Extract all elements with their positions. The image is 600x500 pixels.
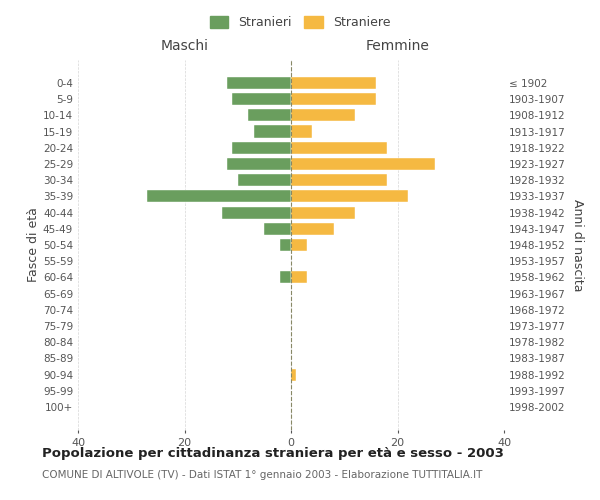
Bar <box>291 272 307 283</box>
Bar <box>232 142 291 154</box>
Bar <box>291 126 313 138</box>
Bar <box>222 206 291 218</box>
Bar <box>291 368 296 381</box>
Bar <box>291 190 408 202</box>
Bar <box>291 239 307 251</box>
Bar <box>227 77 291 89</box>
Bar <box>291 93 376 105</box>
Bar <box>227 158 291 170</box>
Bar <box>280 239 291 251</box>
Bar <box>147 190 291 202</box>
Bar <box>291 158 435 170</box>
Bar <box>291 77 376 89</box>
Bar <box>254 126 291 138</box>
Bar <box>280 272 291 283</box>
Y-axis label: Fasce di età: Fasce di età <box>27 208 40 282</box>
Bar <box>291 206 355 218</box>
Text: COMUNE DI ALTIVOLE (TV) - Dati ISTAT 1° gennaio 2003 - Elaborazione TUTTITALIA.I: COMUNE DI ALTIVOLE (TV) - Dati ISTAT 1° … <box>42 470 482 480</box>
Legend: Stranieri, Straniere: Stranieri, Straniere <box>205 11 395 34</box>
Y-axis label: Anni di nascita: Anni di nascita <box>571 198 584 291</box>
Bar <box>291 174 387 186</box>
Bar <box>291 222 334 235</box>
Text: Popolazione per cittadinanza straniera per età e sesso - 2003: Popolazione per cittadinanza straniera p… <box>42 448 504 460</box>
Bar <box>291 109 355 122</box>
Text: Femmine: Femmine <box>365 38 430 52</box>
Text: Maschi: Maschi <box>161 38 209 52</box>
Bar <box>232 93 291 105</box>
Bar <box>291 142 387 154</box>
Bar <box>238 174 291 186</box>
Bar <box>248 109 291 122</box>
Bar <box>265 222 291 235</box>
